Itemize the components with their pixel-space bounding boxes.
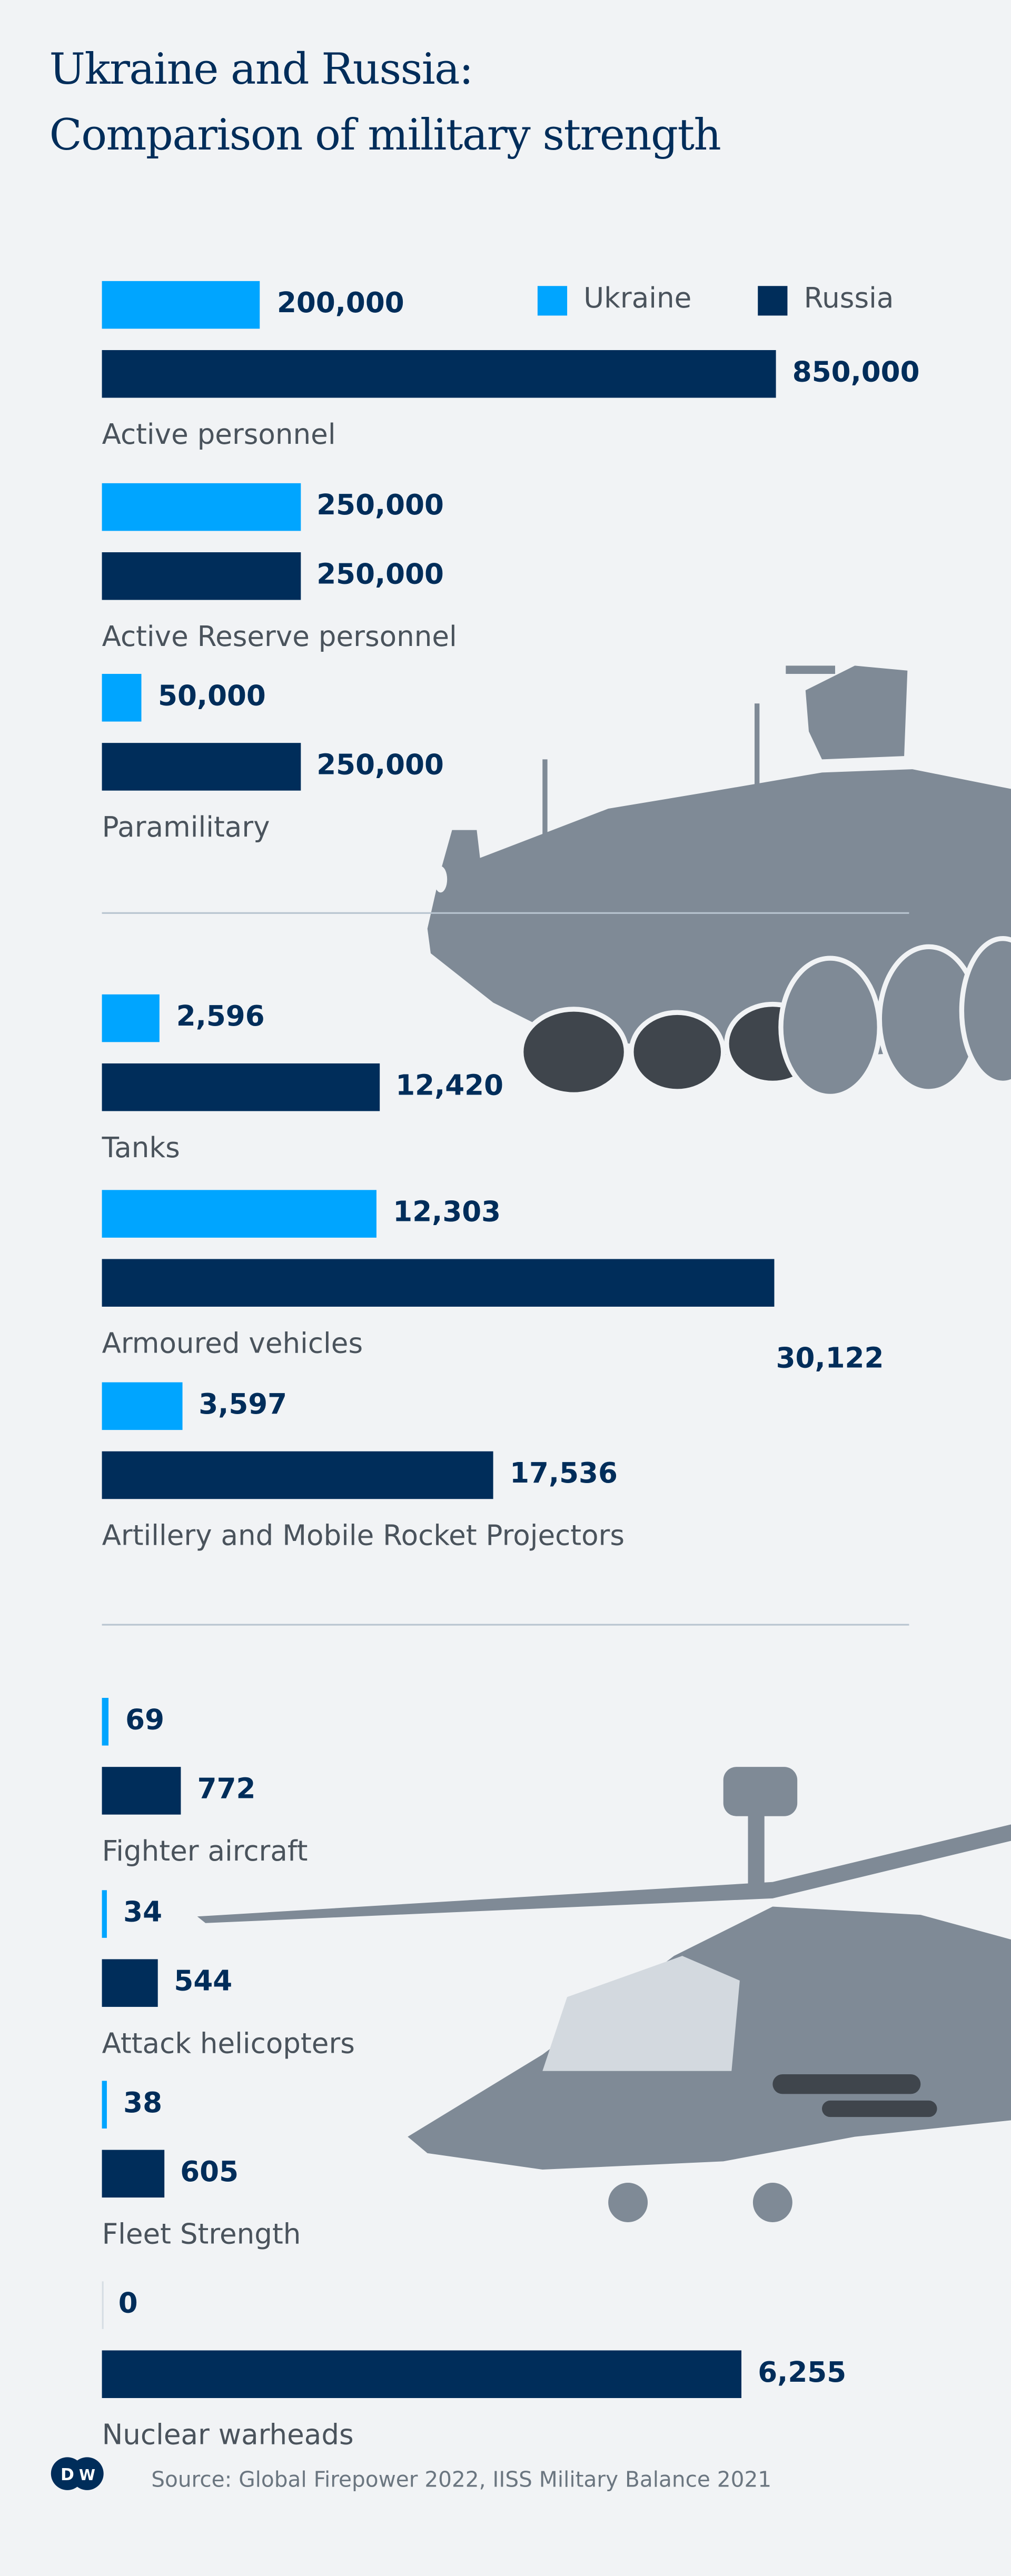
bar-russia	[102, 552, 301, 600]
value-label-ukraine: 38	[123, 2087, 163, 2121]
svg-text:D: D	[61, 2465, 74, 2484]
value-label-ukraine: 34	[123, 1896, 163, 1930]
category-label: Paramilitary	[102, 812, 270, 845]
legend-label-ukraine: Ukraine	[583, 282, 692, 316]
svg-text:W: W	[79, 2466, 95, 2484]
group-divider	[102, 912, 909, 914]
category-label: Artillery and Mobile Rocket Projectors	[102, 1520, 625, 1554]
bar-ukraine	[102, 1190, 377, 1238]
bar-russia	[102, 2150, 164, 2198]
value-label-russia: 17,536	[510, 1458, 618, 1491]
bar-russia	[102, 743, 301, 791]
value-label-russia: 605	[180, 2156, 239, 2190]
value-label-russia: 30,122	[776, 1342, 884, 1376]
bar-ukraine	[102, 2281, 104, 2329]
legend-label-russia: Russia	[804, 282, 894, 316]
bar-ukraine	[102, 1382, 183, 1430]
group-divider	[102, 1624, 909, 1626]
title-line-2: Comparison of military strength	[49, 112, 721, 161]
bar-russia	[102, 350, 776, 398]
value-label-ukraine: 250,000	[316, 490, 444, 523]
legend-swatch-ukraine	[537, 286, 568, 316]
vehicle-wheels	[518, 936, 1011, 1099]
value-label-russia: 772	[197, 1773, 256, 1807]
value-label-ukraine: 3,597	[199, 1389, 288, 1422]
category-label: Tanks	[102, 1132, 180, 1166]
helicopter-illustration	[197, 1767, 1011, 2222]
category-label: Active Reserve personnel	[102, 621, 457, 654]
bar-ukraine	[102, 281, 261, 329]
value-label-russia: 6,255	[758, 2356, 847, 2390]
bar-ukraine	[102, 674, 142, 722]
value-label-russia: 544	[174, 1965, 233, 1999]
legend-swatch-russia	[758, 286, 788, 316]
category-label: Fighter aircraft	[102, 1836, 308, 1869]
bar-russia	[102, 1767, 181, 1815]
bar-russia	[102, 1451, 493, 1499]
value-label-ukraine: 200,000	[276, 287, 404, 321]
category-label: Attack helicopters	[102, 2028, 355, 2061]
category-label: Nuclear warheads	[102, 2419, 354, 2453]
value-label-russia: 12,420	[395, 1070, 504, 1103]
source-note: Source: Global Firepower 2022, IISS Mili…	[151, 2469, 772, 2494]
category-label: Fleet Strength	[102, 2219, 301, 2252]
value-label-ukraine: 0	[118, 2287, 138, 2321]
bar-ukraine	[102, 2081, 107, 2129]
value-label-ukraine: 12,303	[393, 1196, 501, 1230]
value-label-russia: 250,000	[316, 559, 444, 592]
bar-ukraine	[102, 1698, 109, 1746]
bar-ukraine	[102, 1890, 107, 1938]
bar-russia	[102, 1063, 380, 1111]
bar-ukraine	[102, 994, 160, 1042]
title-line-1: Ukraine and Russia:	[49, 46, 474, 96]
category-label: Active personnel	[102, 419, 336, 452]
bar-russia	[102, 1259, 775, 1307]
bar-russia	[102, 1959, 158, 2007]
value-label-ukraine: 69	[125, 1704, 165, 1737]
bar-russia	[102, 2350, 742, 2398]
value-label-russia: 850,000	[792, 356, 920, 390]
value-label-russia: 250,000	[316, 749, 444, 783]
value-label-ukraine: 2,596	[176, 1001, 265, 1034]
value-label-ukraine: 50,000	[158, 680, 266, 713]
category-label: Armoured vehicles	[102, 1328, 363, 1361]
bar-ukraine	[102, 483, 301, 531]
dw-logo: D W	[51, 2457, 104, 2490]
